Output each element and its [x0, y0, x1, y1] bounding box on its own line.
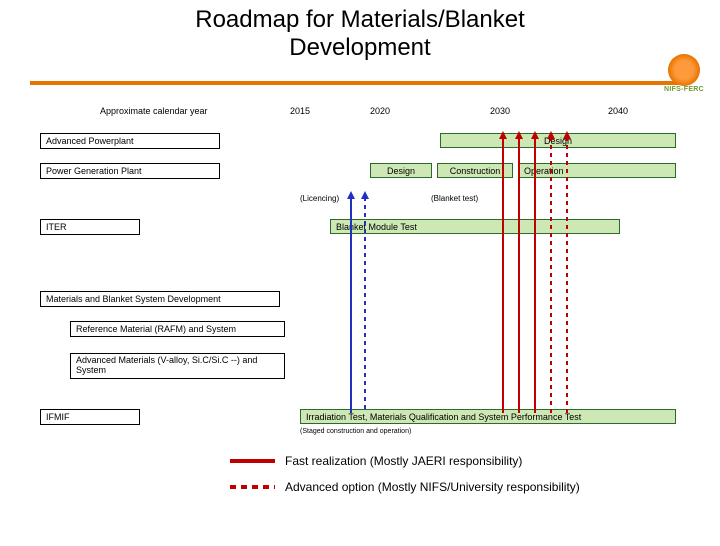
sun-icon — [668, 54, 700, 86]
bar-advpp-design: Design — [440, 133, 676, 148]
label-power-generation: Power Generation Plant — [46, 166, 142, 176]
bar-pg-design: Design — [370, 163, 432, 178]
flow-arrow — [502, 137, 504, 413]
flow-arrow — [350, 197, 352, 413]
label-staged: (Staged construction and operation) — [300, 428, 411, 435]
flow-arrow — [364, 197, 366, 413]
arrow-head-icon — [563, 131, 571, 139]
arrow-head-icon — [347, 191, 355, 199]
text-ifmif-irr: Irradiation Test, Materials Qualificatio… — [306, 412, 581, 422]
flow-arrow — [550, 137, 552, 413]
timeline-label: Approximate calendar year — [100, 106, 208, 116]
logo: NIFS-FERC — [664, 54, 704, 93]
flow-arrow — [566, 137, 568, 413]
legend-dashed-line — [230, 485, 275, 489]
page-title: Roadmap for Materials/Blanket Developmen… — [0, 6, 720, 61]
label-blanket-test: (Blanket test) — [431, 194, 478, 203]
box-ifmif: IFMIF — [40, 409, 140, 425]
flow-arrow — [518, 137, 520, 413]
legend-dashed-text: Advanced option (Mostly NIFS/University … — [285, 480, 580, 494]
label-adv-materials: Advanced Materials (V-alloy, Si.C/Si.C -… — [76, 356, 279, 376]
bar-pg-oper: Operation — [518, 163, 676, 178]
arrow-head-icon — [547, 131, 555, 139]
arrow-head-icon — [515, 131, 523, 139]
text-pg-constr: Construction — [450, 166, 501, 176]
box-materials-dev: Materials and Blanket System Development — [40, 291, 280, 307]
title-line-1: Roadmap for Materials/Blanket — [195, 6, 524, 33]
title-line-2: Development — [289, 34, 430, 61]
box-iter: ITER — [40, 219, 140, 235]
label-ref-material: Reference Material (RAFM) and System — [76, 324, 236, 334]
box-adv-materials: Advanced Materials (V-alloy, Si.C/Si.C -… — [70, 353, 285, 379]
arrow-head-icon — [361, 191, 369, 199]
label-materials-dev: Materials and Blanket System Development — [46, 294, 221, 304]
label-advanced-powerplant: Advanced Powerplant — [46, 136, 134, 146]
year-2040: 2040 — [608, 106, 628, 116]
title-underline — [30, 81, 690, 85]
legend-solid-line — [230, 459, 275, 463]
bar-iter-bmt: Blanket Module Test — [330, 219, 620, 234]
roadmap-diagram: Approximate calendar year 2015 2020 2030… — [0, 91, 720, 521]
text-iter-bmt: Blanket Module Test — [336, 222, 417, 232]
year-2020: 2020 — [370, 106, 390, 116]
arrow-head-icon — [531, 131, 539, 139]
arrow-head-icon — [499, 131, 507, 139]
label-ifmif: IFMIF — [46, 412, 70, 422]
text-pg-design: Design — [387, 166, 415, 176]
box-power-generation: Power Generation Plant — [40, 163, 220, 179]
label-iter: ITER — [46, 222, 67, 232]
year-2030: 2030 — [490, 106, 510, 116]
flow-arrow — [534, 137, 536, 413]
legend-solid-text: Fast realization (Mostly JAERI responsib… — [285, 454, 522, 468]
label-licencing: (Licencing) — [300, 194, 339, 203]
box-ref-material: Reference Material (RAFM) and System — [70, 321, 285, 337]
bar-ifmif-irr: Irradiation Test, Materials Qualificatio… — [300, 409, 676, 424]
box-advanced-powerplant: Advanced Powerplant — [40, 133, 220, 149]
text-pg-oper: Operation — [524, 166, 564, 176]
year-2015: 2015 — [290, 106, 310, 116]
